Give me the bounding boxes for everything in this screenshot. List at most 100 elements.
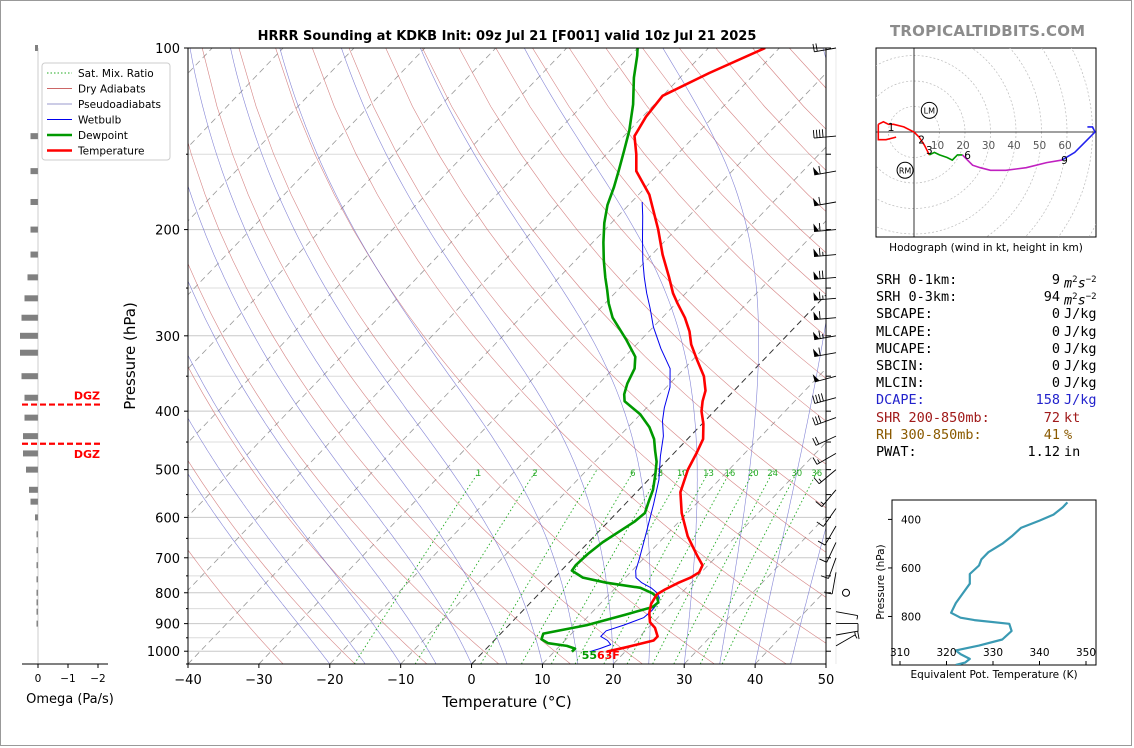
- dry-adiabat-line: [188, 460, 356, 664]
- barb-full: [820, 393, 824, 402]
- x-tick-label: −10: [387, 673, 414, 688]
- pseudoadiabat-line: [790, 526, 826, 664]
- legend-entry: Sat. Mix. Ratio: [78, 68, 154, 80]
- hodograph-trace: [1061, 126, 1096, 161]
- dry-adiabat-line: [532, 48, 826, 379]
- isotherm-line: [471, 294, 826, 664]
- hodograph-ring-label: 10: [931, 140, 944, 152]
- hodograph-ring-label: 40: [1007, 140, 1020, 152]
- barb-shaft: [814, 170, 837, 176]
- barb-full: [816, 521, 824, 527]
- omega-bar: [36, 547, 38, 554]
- mixing-ratio-label: 30: [791, 469, 802, 479]
- omega-bar: [36, 531, 38, 538]
- barb-flag: [812, 197, 820, 206]
- y-tick-label: 300: [155, 330, 180, 345]
- barb-full: [812, 417, 816, 426]
- index-row: SHR 200-850mb: 72 kt: [876, 410, 1096, 427]
- mixing-ratio-line: [699, 469, 799, 664]
- theta-e-y-tick-label: 400: [901, 514, 921, 526]
- index-unit: m2s−2: [1064, 275, 1097, 292]
- barb-full: [817, 415, 822, 424]
- isotherm-line: [188, 48, 355, 222]
- wind-barb: [812, 43, 837, 53]
- barb-shaft: [814, 375, 837, 383]
- isotherm-line: [613, 441, 826, 664]
- y-tick-label: 200: [155, 224, 180, 239]
- hodograph-ring-label: 20: [956, 140, 969, 152]
- index-unit: J/kg: [1064, 375, 1097, 392]
- index-row: SRH 0-3km: 94 m2s−2: [876, 289, 1097, 309]
- omega-bar: [36, 589, 38, 596]
- pseudoadiabat-line: [662, 48, 759, 664]
- barb-half: [820, 501, 825, 505]
- theta-e-frame: [891, 499, 1097, 666]
- omega-bar: [35, 45, 38, 51]
- hodograph-height-label: 1: [888, 122, 895, 134]
- calm-circle: [842, 588, 850, 597]
- wind-barb: [812, 453, 837, 465]
- barb-shaft: [824, 525, 837, 546]
- omega-tick-label: 0: [35, 673, 42, 685]
- chart-legend: Sat. Mix. Ratio Dry Adiabats Pseudoadiabat…: [41, 62, 171, 161]
- index-row: RH 300-850mb: 41%: [876, 427, 1096, 444]
- mixing-ratio-line: [550, 469, 663, 664]
- x-tick-label: 30: [676, 673, 693, 688]
- storm-motion-label: RM: [899, 166, 912, 175]
- omega-bar: [24, 414, 38, 421]
- index-value: 0: [1051, 323, 1060, 340]
- omega-bar: [36, 620, 38, 627]
- pseudoadiabat-line: [341, 48, 614, 664]
- dgz-label: DGZ: [74, 448, 100, 461]
- omega-bar: [30, 133, 38, 140]
- omega-bar: [24, 295, 38, 302]
- x-tick-label: 0: [467, 673, 475, 688]
- isotherm-line: [188, 48, 426, 296]
- index-label: DCAPE:: [876, 392, 925, 409]
- index-unit: in: [1064, 443, 1081, 460]
- y-tick-label: 100: [155, 42, 180, 57]
- wind-barb: [816, 508, 837, 527]
- barb-full: [815, 129, 818, 138]
- index-value: 0: [1051, 340, 1060, 357]
- wind-barb: [813, 469, 837, 485]
- barb-half: [854, 634, 858, 639]
- barb-flag: [813, 223, 820, 232]
- omega-bar: [30, 498, 38, 505]
- wind-barb: [819, 542, 837, 563]
- isotherm-line: [188, 48, 638, 517]
- omega-bar: [20, 332, 38, 339]
- storm-motion-label: LM: [924, 106, 935, 115]
- barb-full: [818, 330, 821, 339]
- x-tick-label: 40: [747, 673, 764, 688]
- wind-barb: [813, 247, 837, 257]
- index-value: 72: [1043, 409, 1060, 426]
- y-tick-label: 600: [155, 511, 180, 526]
- barb-flag: [813, 292, 820, 301]
- barb-shaft: [815, 417, 837, 426]
- theta-e-x-tick-label: 350: [1076, 647, 1096, 659]
- wind-barb: [812, 165, 837, 176]
- wind-barb: [812, 374, 837, 383]
- hodograph-caption: Hodograph (wind in kt, height in km): [889, 242, 1083, 254]
- mixing-ratio-line: [721, 469, 819, 664]
- wind-barb: [815, 489, 837, 507]
- wind-barb: [820, 557, 837, 579]
- index-label: SBCAPE:: [876, 306, 933, 323]
- index-value: 158: [1035, 392, 1060, 409]
- barb-full: [812, 43, 815, 52]
- hodograph-ring-label: 30: [982, 140, 995, 152]
- mixing-ratio-label: 2: [532, 469, 537, 479]
- barb-half: [856, 615, 859, 620]
- mixing-ratio-label: 20: [748, 469, 759, 479]
- omega-bar: [24, 394, 38, 401]
- hodograph-frame: [875, 47, 1097, 238]
- wind-barb: [817, 525, 837, 546]
- barb-full: [815, 501, 823, 507]
- y-tick-label: 400: [155, 405, 180, 420]
- brand-watermark: TROPICALTIDBITS.COM: [890, 22, 1086, 40]
- y-tick-label: 800: [155, 587, 180, 602]
- barb-flag: [813, 311, 820, 320]
- barb-full: [820, 575, 829, 579]
